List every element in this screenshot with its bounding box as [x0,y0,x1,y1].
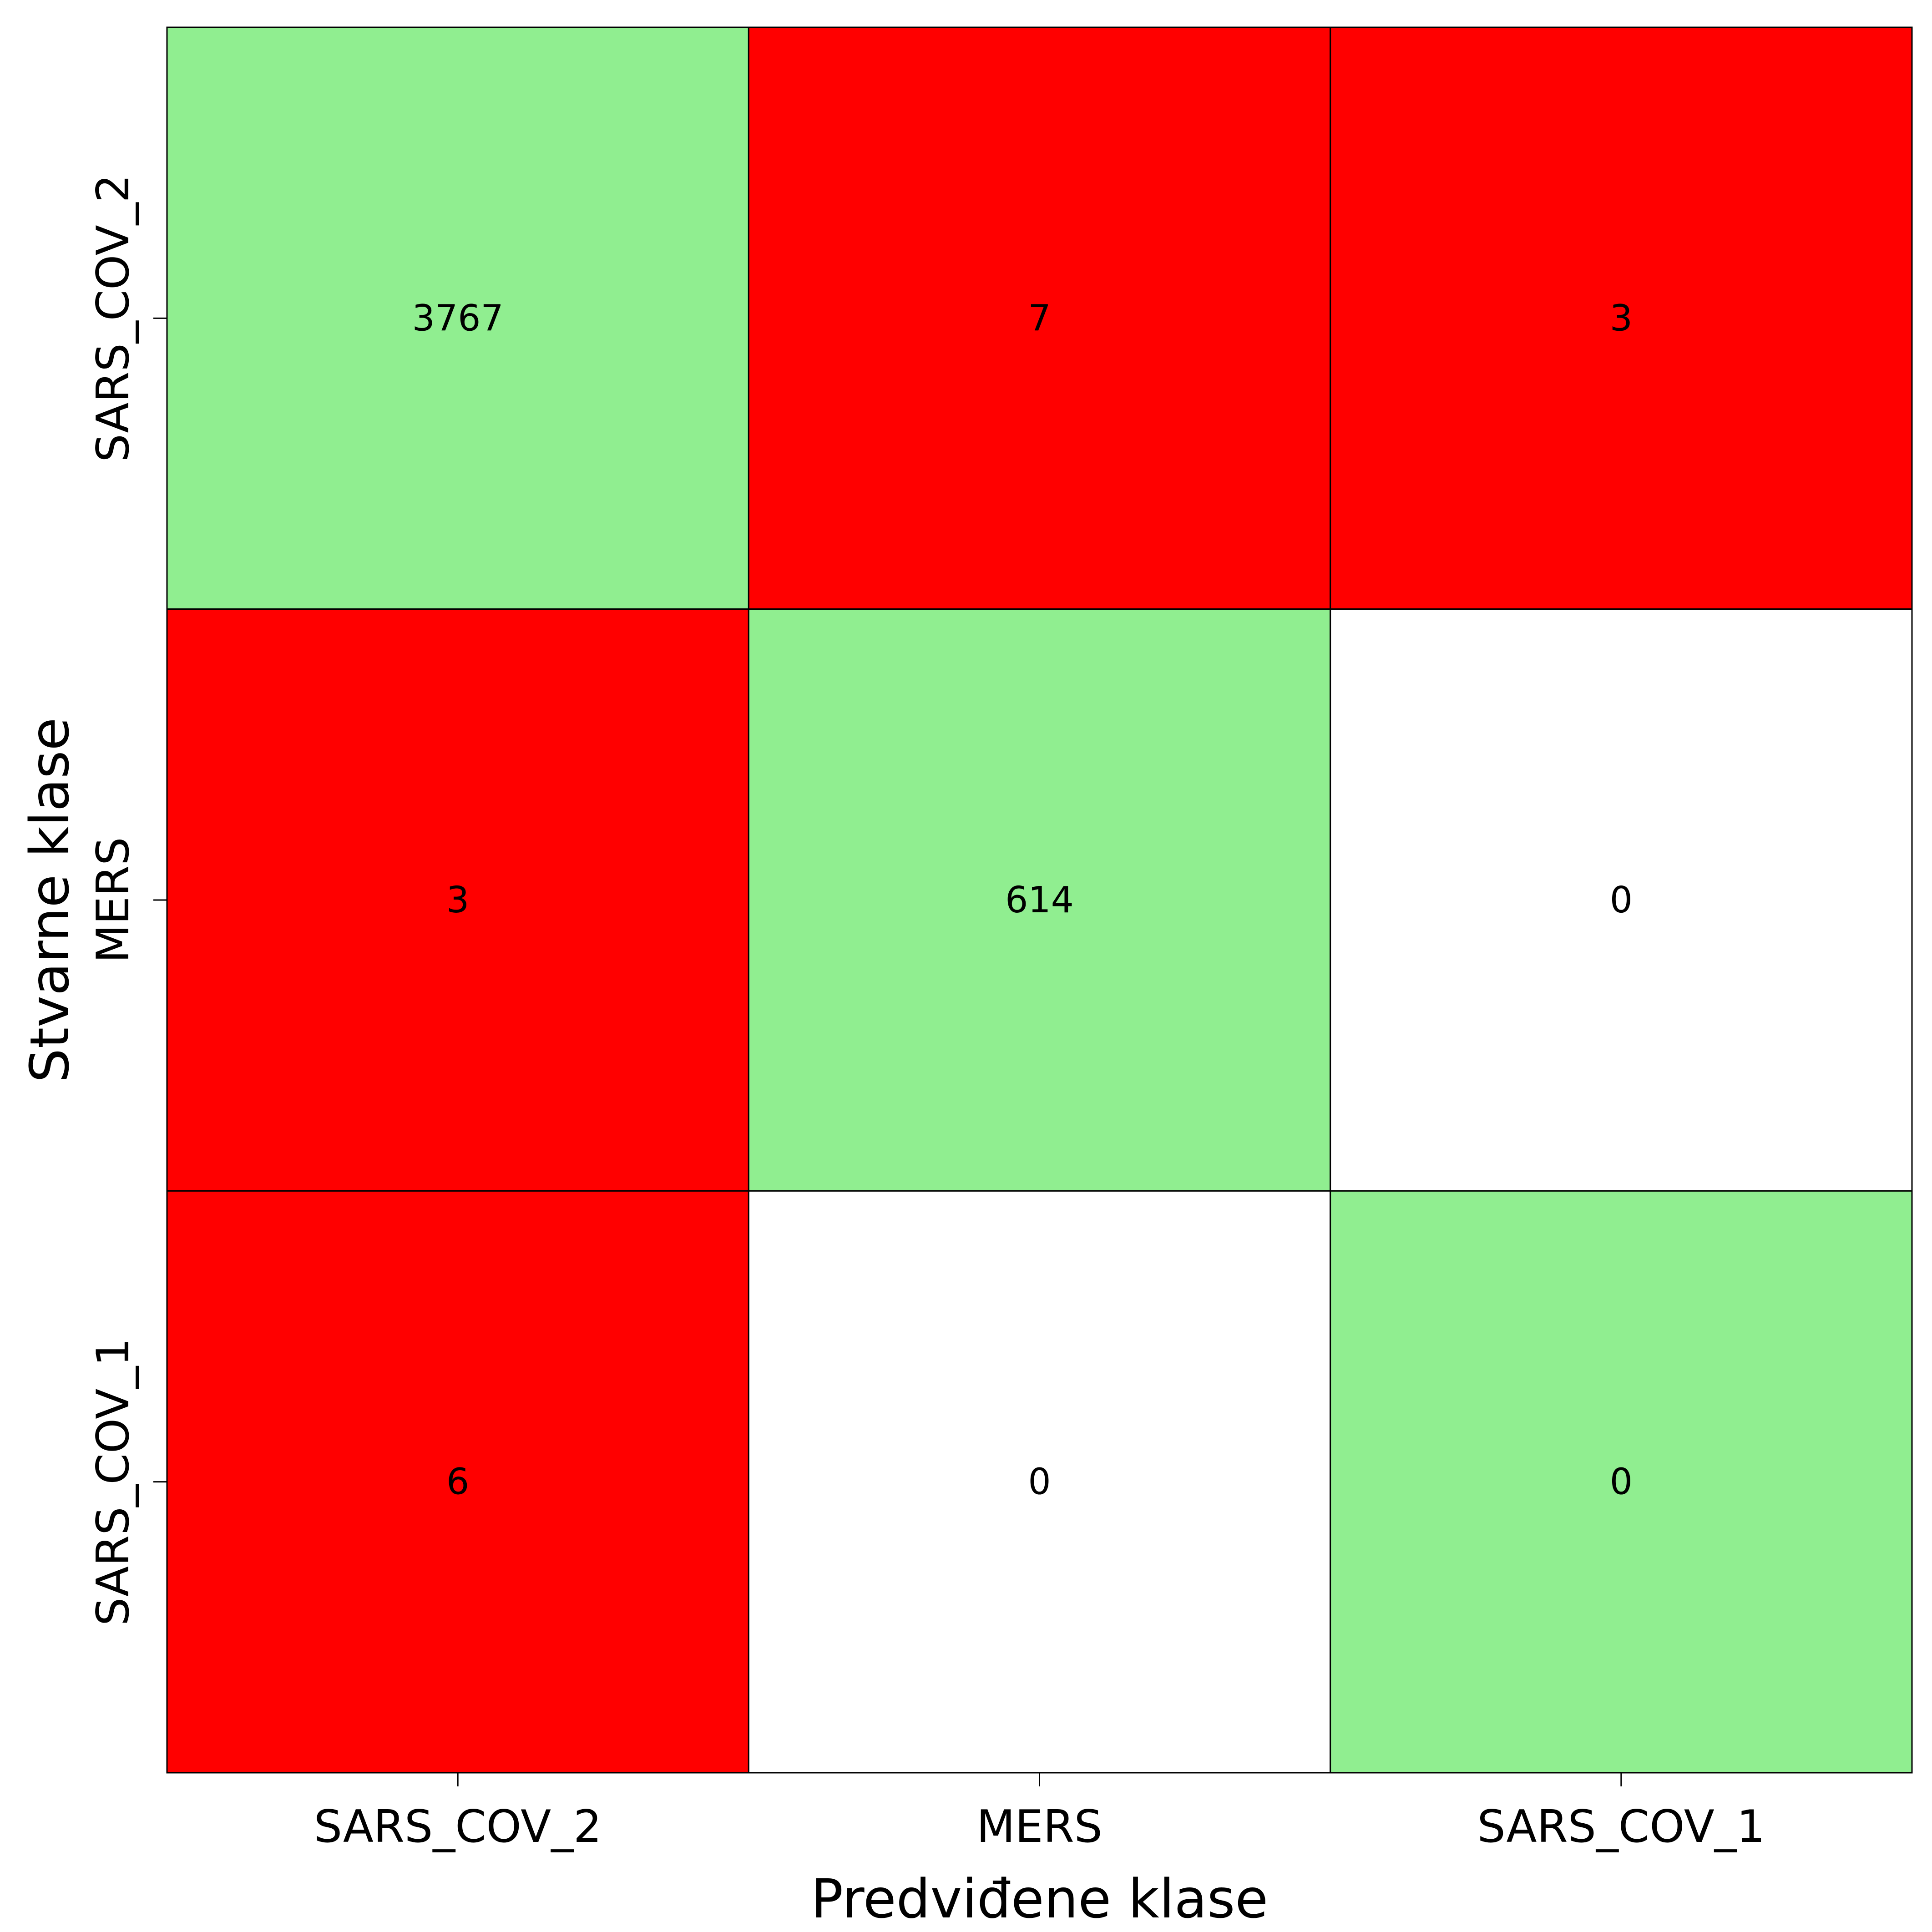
x-tick-label: MERS [976,1801,1103,1853]
heatmap-cell [166,26,749,610]
y-tick-label: SARS_COV_2 [87,174,139,462]
heatmap-cell [1330,608,1913,1192]
cell-value-labels: 3767 7 3 3 614 0 6 0 0 [412,297,1633,1502]
y-tick-label: SARS_COV_1 [87,1338,139,1626]
heatmap-cell [166,608,749,1192]
cell-value-label: 6 [446,1461,469,1503]
y-tick-label: MERS [87,837,139,963]
heatmap-cell [1330,26,1913,610]
heatmap-cells [166,26,1913,1774]
heatmap-cell [748,1190,1331,1774]
y-axis-label: Stvarne klase [18,718,81,1082]
cell-value-label: 3 [1610,297,1633,339]
cell-value-label: 614 [1005,879,1074,921]
y-axis-ticks: SARS_COV_2 MERS SARS_COV_1 [87,174,167,1626]
x-axis-label: Predviđene klase [811,1867,1268,1930]
x-axis-ticks: SARS_COV_2 MERS SARS_COV_1 [314,1773,1765,1853]
cell-value-label: 3767 [412,297,504,339]
heatmap-cell [1330,1190,1913,1774]
cell-value-label: 0 [1610,879,1633,921]
cell-value-label: 7 [1028,297,1051,339]
heatmap-cell [166,1190,749,1774]
x-tick-label: SARS_COV_1 [1477,1801,1765,1853]
cell-value-label: 3 [446,879,469,921]
x-tick-label: SARS_COV_2 [314,1801,602,1853]
cell-value-label: 0 [1610,1461,1633,1503]
cell-value-label: 0 [1028,1461,1051,1503]
